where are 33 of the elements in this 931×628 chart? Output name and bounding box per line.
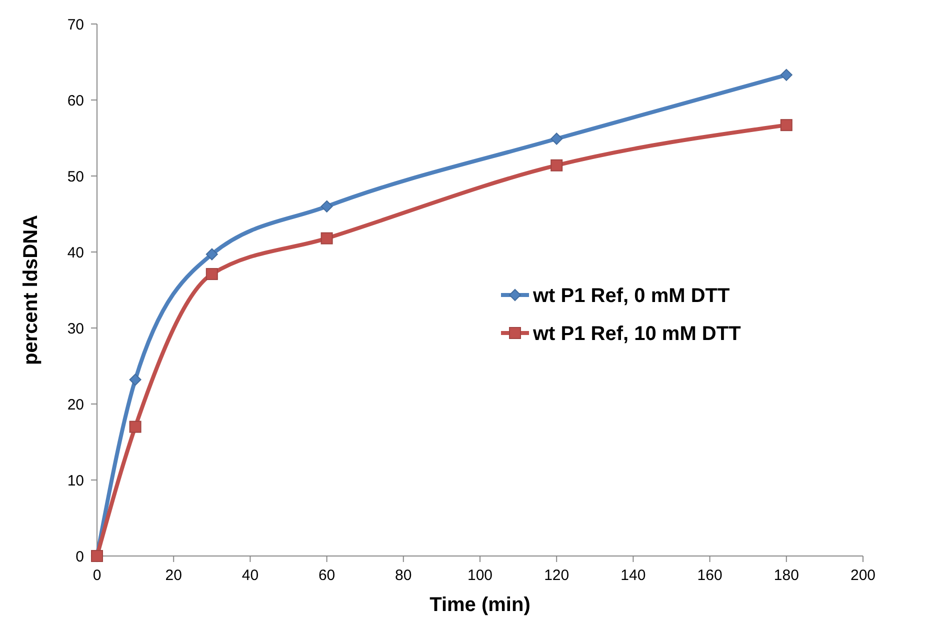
y-tick-label: 70 <box>67 16 84 34</box>
point <box>320 200 333 212</box>
x-tick-label: 180 <box>774 567 799 584</box>
y-tick-label: 0 <box>76 548 84 566</box>
point <box>129 420 142 433</box>
y-tick-label: 20 <box>67 396 84 414</box>
x-axis-title: Time (min) <box>430 594 530 616</box>
x-tick-label: 20 <box>165 567 182 584</box>
y-tick-label: 40 <box>67 244 84 262</box>
y-tick-label: 60 <box>67 92 84 110</box>
x-tick-label: 120 <box>544 567 570 584</box>
x-tick-label: 200 <box>850 567 876 584</box>
x-tick-label: 140 <box>620 567 646 584</box>
x-tick-label: 100 <box>467 567 493 584</box>
y-axis-title: percent ldsDNA <box>20 214 42 366</box>
y-tick-label: 10 <box>67 472 84 490</box>
y-tick-label: 30 <box>67 320 84 338</box>
x-tick-label: 80 <box>395 567 412 584</box>
point <box>206 268 218 280</box>
point <box>780 68 792 81</box>
point <box>780 119 792 132</box>
point <box>206 248 218 260</box>
y-tick-label: 50 <box>67 168 84 186</box>
x-tick-label: 160 <box>697 567 722 584</box>
point <box>550 132 563 145</box>
point <box>320 232 333 244</box>
legend-label: wt P1 Ref, 10 mM DTT <box>532 323 741 345</box>
legend-label: wt P1 Ref, 0 mM DTT <box>532 285 730 307</box>
x-tick-label: 0 <box>92 567 102 584</box>
x-tick-label: 40 <box>242 567 259 584</box>
point <box>550 159 563 172</box>
x-tick-label: 60 <box>318 567 336 584</box>
point <box>129 374 142 386</box>
